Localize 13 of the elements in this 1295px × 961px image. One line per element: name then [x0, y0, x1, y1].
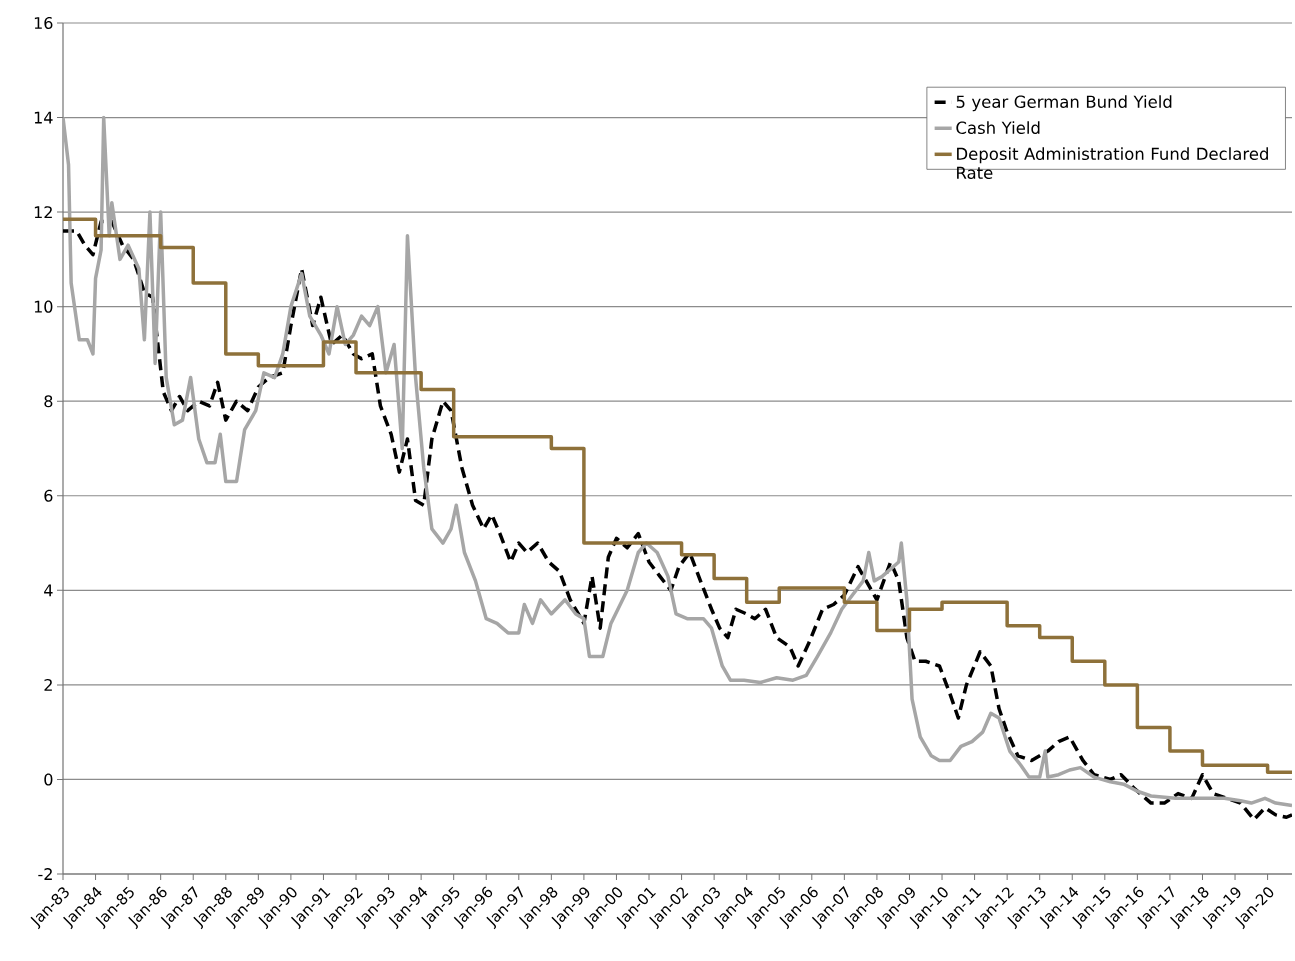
y-tick-label: 14 [34, 111, 53, 124]
y-tick-label: 16 [34, 16, 53, 30]
y-tick-label: 0 [44, 773, 53, 786]
y-tick-label: 6 [44, 489, 53, 502]
legend-label: Cash Yield [956, 121, 1040, 135]
y-tick-label: -2 [38, 868, 52, 880]
legend-label: Deposit Administration Fund Declared Rate [957, 147, 1268, 180]
y-tick-label: 8 [44, 395, 53, 408]
y-tick-label: 10 [34, 300, 53, 313]
legend-label: 5 year German Bund Yield [956, 95, 1172, 112]
y-tick-label: 12 [34, 206, 52, 219]
y-tick-label: 4 [44, 584, 53, 597]
y-tick-label: 2 [44, 678, 52, 691]
